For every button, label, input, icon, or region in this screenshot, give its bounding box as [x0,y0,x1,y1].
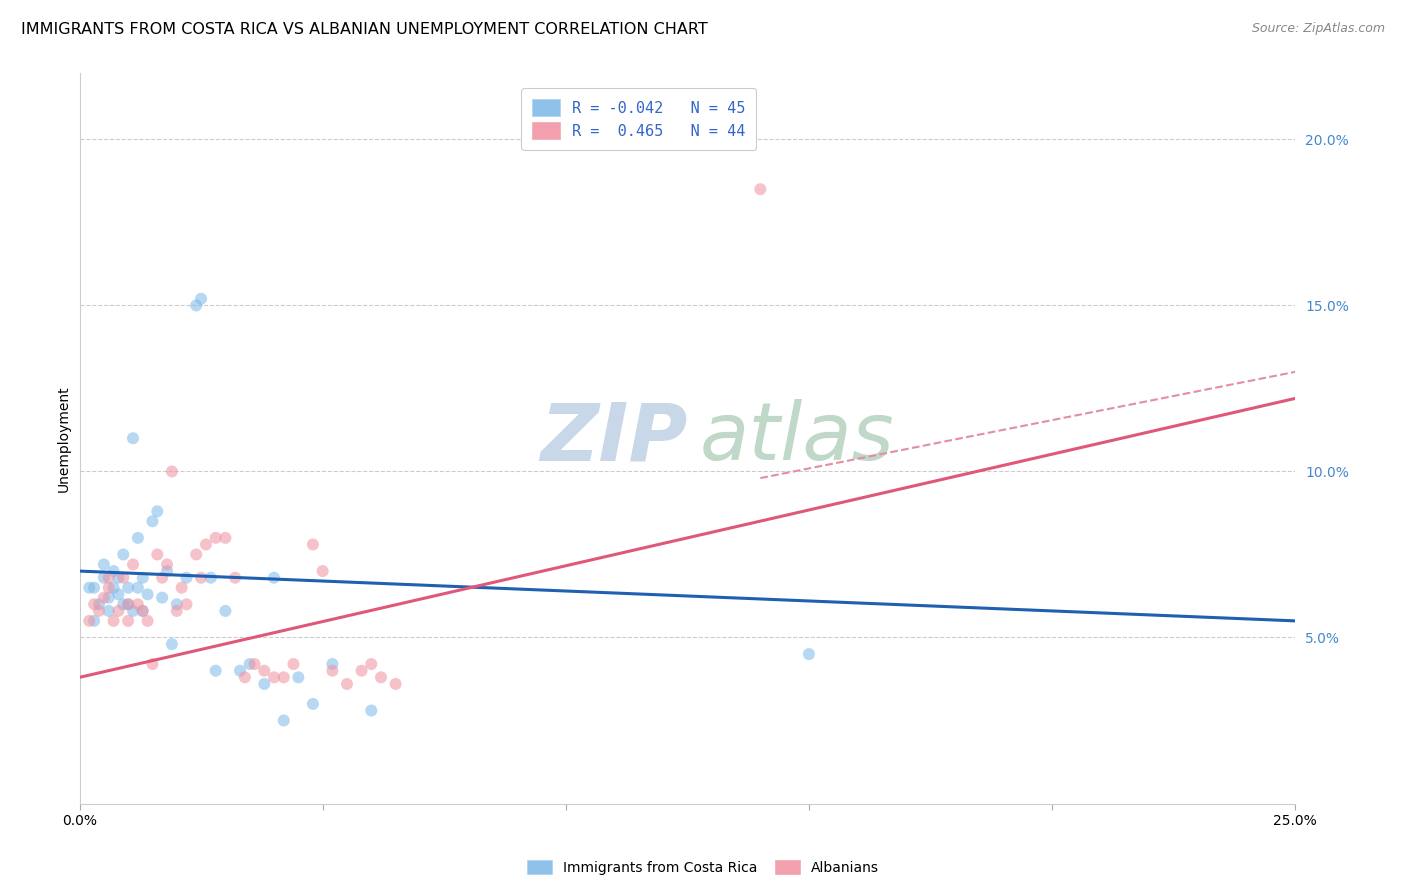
Point [302,697,325,711]
Point [176,571,198,585]
Point [321,664,343,678]
Point [127,581,149,595]
Point [83,597,105,611]
Point [136,587,159,601]
Point [204,664,226,678]
Point [77,581,100,595]
Point [136,614,159,628]
Point [117,597,139,611]
Point [150,591,173,605]
Point [112,548,135,562]
Point [263,571,285,585]
Point [160,637,183,651]
Point [190,571,212,585]
Point [253,677,276,691]
Point [214,604,236,618]
Point [77,614,100,628]
Point [166,604,188,618]
Point [321,657,343,671]
Point [229,664,252,678]
Point [214,531,236,545]
Y-axis label: Unemployment: Unemployment [58,385,72,491]
Point [103,581,125,595]
Point [97,581,120,595]
Point [117,614,139,628]
Text: ZIP: ZIP [540,400,688,477]
Point [146,504,169,518]
Point [103,564,125,578]
Point [122,431,145,445]
Point [170,581,193,595]
Point [370,670,392,684]
Point [112,571,135,585]
Point [141,514,163,528]
Point [166,597,188,611]
Legend: Immigrants from Costa Rica, Albanians: Immigrants from Costa Rica, Albanians [522,855,884,880]
Point [117,597,139,611]
Legend: R = -0.042   N = 45, R =  0.465   N = 44: R = -0.042 N = 45, R = 0.465 N = 44 [522,88,756,150]
Point [204,531,226,545]
Point [122,558,145,572]
Point [146,548,169,562]
Text: atlas: atlas [700,400,894,477]
Point [350,664,373,678]
Point [263,670,285,684]
Point [150,571,173,585]
Point [194,537,217,551]
Point [224,571,246,585]
Point [83,581,105,595]
Point [253,664,276,678]
Point [190,292,212,306]
Point [97,604,120,618]
Point [87,597,110,611]
Point [93,558,115,572]
Point [107,571,129,585]
Point [127,597,149,611]
Point [132,571,155,585]
Point [302,537,325,551]
Point [112,597,135,611]
Point [97,591,120,605]
Point [93,591,115,605]
Point [97,571,120,585]
Point [239,657,262,671]
Point [273,714,295,728]
Point [360,657,382,671]
Point [186,298,208,312]
Point [127,531,149,545]
Point [797,647,820,661]
Point [283,657,305,671]
Point [200,571,222,585]
Point [186,548,208,562]
Point [132,604,155,618]
Point [107,587,129,601]
Point [156,558,179,572]
Point [749,182,772,196]
Point [122,604,145,618]
Point [360,704,382,718]
Point [132,604,155,618]
Point [160,465,183,479]
Point [93,571,115,585]
Point [141,657,163,671]
Point [156,564,179,578]
Point [107,604,129,618]
Point [83,614,105,628]
Point [103,614,125,628]
Point [384,677,406,691]
Point [311,564,333,578]
Point [243,657,266,671]
Point [273,670,295,684]
Point [176,597,198,611]
Point [233,670,256,684]
Text: Source: ZipAtlas.com: Source: ZipAtlas.com [1251,22,1385,36]
Point [336,677,359,691]
Point [287,670,309,684]
Point [87,604,110,618]
Point [117,581,139,595]
Text: IMMIGRANTS FROM COSTA RICA VS ALBANIAN UNEMPLOYMENT CORRELATION CHART: IMMIGRANTS FROM COSTA RICA VS ALBANIAN U… [21,22,707,37]
